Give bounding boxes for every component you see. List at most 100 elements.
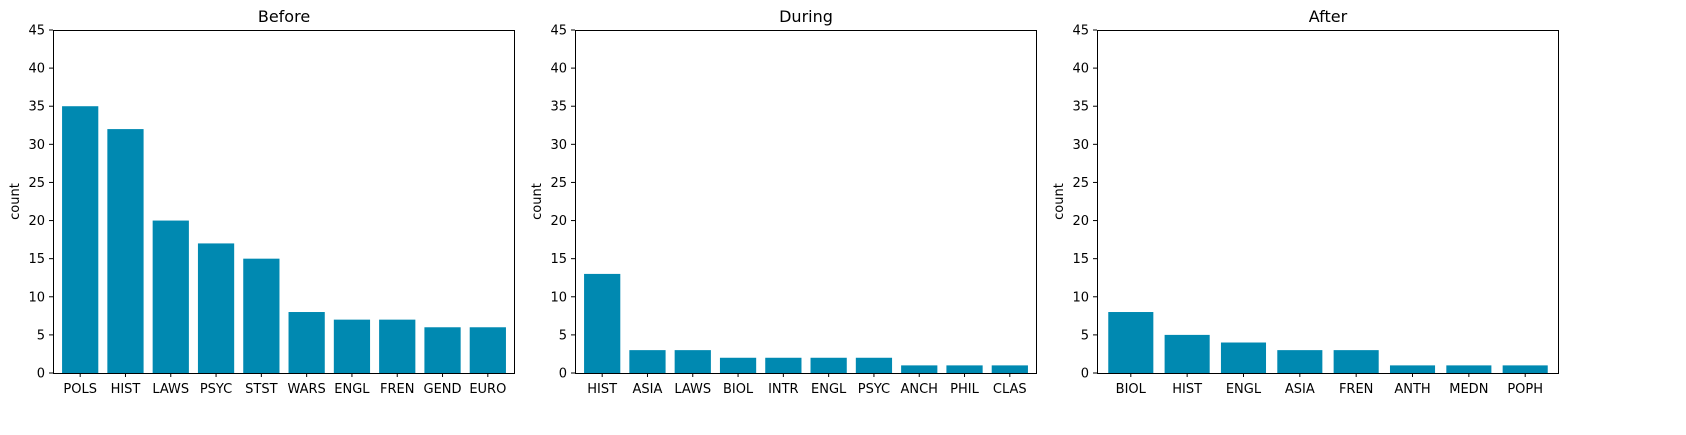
x-tick-label: BIOL — [723, 382, 754, 397]
y-tick-label: 35 — [1072, 100, 1089, 115]
y-tick-label: 35 — [28, 100, 45, 115]
y-tick-label: 40 — [550, 62, 567, 77]
chart-title: After — [1309, 7, 1348, 26]
y-tick-label: 45 — [28, 24, 45, 39]
bar — [1389, 365, 1436, 373]
y-tick-label: 20 — [28, 214, 45, 229]
x-tick-label: POLS — [63, 382, 97, 397]
bar — [243, 258, 280, 373]
y-tick-label: 25 — [550, 176, 567, 191]
x-tick-label: LAWS — [674, 382, 711, 397]
x-tick-label: LAWS — [152, 382, 189, 397]
x-tick-label: EURO — [469, 382, 506, 397]
bar — [379, 319, 416, 373]
plot-frame — [575, 30, 1037, 374]
y-axis-label: count — [8, 183, 23, 220]
x-tick-label: FREN — [380, 382, 414, 397]
x-tick-label: FREN — [1339, 382, 1373, 397]
plot-frame — [1097, 30, 1559, 374]
x-tick-label: POPH — [1507, 382, 1543, 397]
y-tick-label: 5 — [37, 328, 45, 343]
y-tick-label: 0 — [1081, 367, 1089, 382]
x-tick-label: HIST — [1172, 382, 1202, 397]
y-tick-label: 20 — [550, 214, 567, 229]
bar — [1164, 334, 1210, 373]
y-tick-label: 5 — [559, 328, 567, 343]
y-tick-label: 30 — [1072, 138, 1089, 153]
x-tick-label: ASIA — [633, 382, 663, 397]
bar — [1220, 342, 1267, 373]
bar — [855, 357, 893, 373]
x-tick-label: PHIL — [950, 382, 979, 397]
y-tick-label: 45 — [1072, 24, 1089, 39]
x-tick-label: HIST — [587, 382, 617, 397]
bar — [901, 365, 938, 373]
bar — [1502, 365, 1548, 373]
x-tick-label: ENGL — [1226, 382, 1262, 397]
y-tick-label: 10 — [550, 290, 567, 305]
bar — [1277, 350, 1323, 373]
y-tick-label: 15 — [28, 252, 45, 267]
x-tick-label: STST — [245, 382, 277, 397]
y-tick-label: 30 — [550, 138, 567, 153]
x-tick-label: ENGL — [811, 382, 847, 397]
bar — [107, 129, 144, 373]
x-tick-label: PSYC — [200, 382, 232, 397]
x-tick-label: ASIA — [1285, 382, 1315, 397]
chart-panel-2: HIST ASIA LAWS BIOL INTR ENGL PSYC ANCH PHIL CLAS… — [530, 7, 1037, 397]
y-tick-label: 25 — [1072, 176, 1089, 191]
x-tick-label: ANCH — [900, 382, 937, 397]
chart-panel-1: POLS HIST LAWS PSYC STST WARS ENGL FREN GEND EURO… — [8, 7, 515, 397]
x-tick-label: MEDN — [1449, 382, 1488, 397]
bar — [765, 357, 802, 373]
x-tick-label: CLAS — [993, 382, 1027, 397]
bar — [333, 319, 371, 373]
y-tick-label: 10 — [28, 290, 45, 305]
bar — [1446, 365, 1492, 373]
y-tick-label: 45 — [550, 24, 567, 39]
bar — [719, 357, 757, 373]
y-axis-label: count — [530, 183, 545, 220]
bar — [469, 327, 506, 373]
chart-panel-3: BIOL HIST ENGL ASIA FREN ANTH MEDN POPH 0 5 10 15 20… — [1052, 7, 1559, 397]
y-tick-label: 40 — [1072, 62, 1089, 77]
bar — [946, 365, 983, 373]
x-tick-label: ANTH — [1394, 382, 1430, 397]
x-tick-label: PSYC — [858, 382, 890, 397]
y-tick-label: 25 — [28, 176, 45, 191]
bar — [288, 312, 325, 373]
bar — [62, 106, 99, 373]
y-tick-label: 10 — [1072, 290, 1089, 305]
y-axis-label: count — [1052, 183, 1067, 220]
bar — [629, 350, 666, 373]
y-tick-label: 15 — [550, 252, 567, 267]
y-tick-label: 5 — [1081, 328, 1089, 343]
x-tick-label: WARS — [287, 382, 325, 397]
y-tick-label: 30 — [28, 138, 45, 153]
chart-panels: POLS HIST LAWS PSYC STST WARS ENGL FREN GEND EURO… — [8, 7, 1559, 397]
bar — [152, 220, 189, 373]
plot-frame — [53, 30, 515, 374]
bar — [424, 327, 461, 373]
x-tick-label: INTR — [768, 382, 799, 397]
y-tick-label: 20 — [1072, 214, 1089, 229]
x-tick-label: BIOL — [1116, 382, 1147, 397]
chart-title: During — [779, 7, 833, 26]
bar — [674, 350, 711, 373]
y-tick-label: 0 — [559, 367, 567, 382]
y-tick-label: 0 — [37, 367, 45, 382]
x-tick-label: HIST — [111, 382, 141, 397]
y-tick-label: 40 — [28, 62, 45, 77]
bar — [810, 357, 847, 373]
y-tick-label: 15 — [1072, 252, 1089, 267]
x-tick-label: ENGL — [334, 382, 370, 397]
bar — [584, 273, 621, 373]
y-tick-label: 35 — [550, 100, 567, 115]
chart-title: Before — [258, 7, 310, 26]
bar — [991, 365, 1028, 373]
bar — [1333, 350, 1379, 373]
x-tick-label: GEND — [424, 382, 462, 397]
bar — [1108, 312, 1154, 373]
bar — [197, 243, 235, 373]
